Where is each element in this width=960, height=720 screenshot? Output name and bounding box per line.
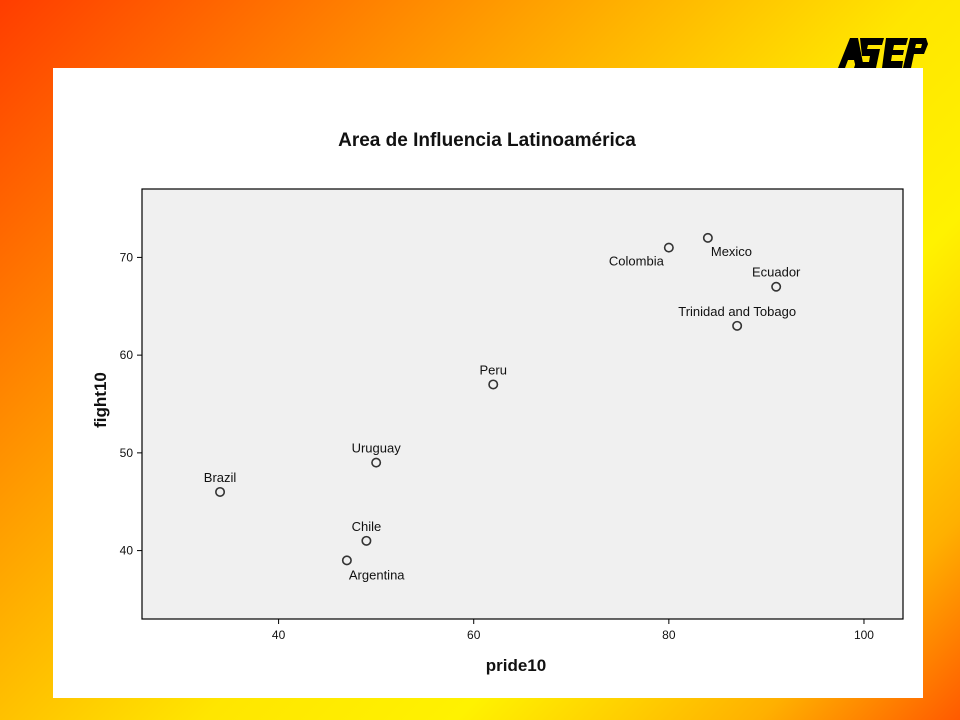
point-label: Ecuador — [752, 265, 801, 280]
point-label: Colombia — [609, 254, 665, 269]
x-tick-label: 80 — [662, 628, 676, 642]
x-axis-title: pride10 — [486, 656, 546, 675]
point-label: Trinidad and Tobago — [678, 304, 796, 319]
x-tick-label: 40 — [272, 628, 286, 642]
scatter-chart: Area de Influencia Latinoamérica 40 50 60 7… — [91, 130, 904, 675]
y-axis-title: fight10 — [91, 372, 110, 428]
y-tick-label: 60 — [120, 348, 134, 362]
data-points: Brazil Uruguay Chile Argentina Peru Colombia M… — [204, 232, 801, 582]
point-label: Chile — [352, 519, 382, 534]
asep-logo — [838, 38, 928, 68]
plot-area — [141, 188, 904, 620]
y-tick-label: 40 — [120, 544, 134, 558]
x-tick-label: 60 — [467, 628, 481, 642]
data-point — [732, 320, 743, 331]
chart-title: Area de Influencia Latinoamérica — [338, 130, 636, 151]
data-point — [361, 535, 372, 546]
data-point — [663, 242, 674, 253]
y-tick-label: 70 — [120, 250, 134, 264]
point-label: Brazil — [204, 470, 237, 485]
data-point — [702, 232, 713, 243]
data-point — [341, 555, 352, 566]
chart-panel: Area de Influencia Latinoamérica 40 50 60 7… — [53, 68, 923, 698]
point-label: Argentina — [349, 567, 405, 582]
point-label: Mexico — [711, 244, 752, 259]
y-axis: 40 50 60 70 — [120, 250, 142, 558]
y-tick-label: 50 — [120, 446, 134, 460]
x-axis: 40 60 80 100 — [272, 619, 874, 642]
data-point — [371, 457, 382, 468]
data-point — [215, 486, 226, 497]
point-label: Peru — [479, 362, 506, 377]
data-point — [488, 379, 499, 390]
x-tick-label: 100 — [854, 628, 874, 642]
data-point — [771, 281, 782, 292]
point-label: Uruguay — [352, 441, 402, 456]
